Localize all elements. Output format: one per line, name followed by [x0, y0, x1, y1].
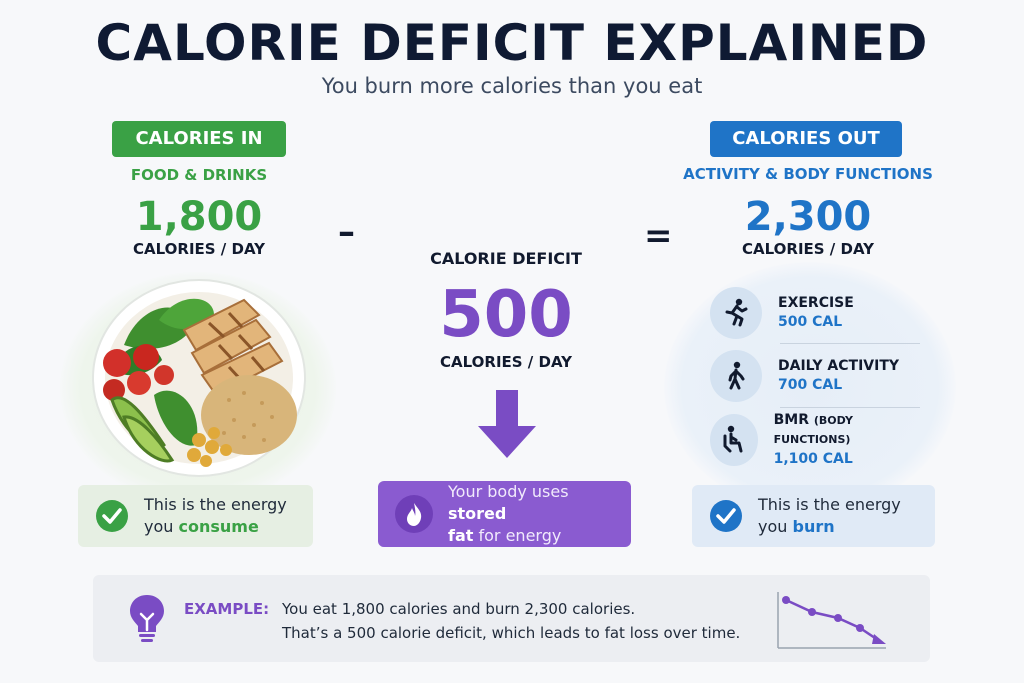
minus-operator: – [338, 212, 355, 252]
calories-out-card-highlight: burn [792, 517, 835, 536]
example-line2: That’s a 500 calorie deficit, which lead… [282, 624, 741, 642]
calories-in-pill: CALORIES IN [112, 121, 286, 157]
lightbulb-icon [130, 595, 164, 642]
activity-divider [780, 343, 920, 344]
calories-in-card-highlight: consume [178, 517, 259, 536]
trend-down-icon [777, 592, 886, 649]
activity-value: 500 [778, 314, 808, 330]
activity-sublabel: (BODY FUNCTIONS) [773, 414, 853, 446]
activity-row-bmr: BMR (BODY FUNCTIONS) 1,100 CAL [710, 411, 920, 469]
deficit-unit: CALORIES / DAY [440, 353, 572, 371]
calories-in-number: 1,800 [135, 194, 263, 240]
calories-out-caption: ACTIVITY & BODY FUNCTIONS [683, 165, 933, 183]
activity-row-exercise: EXERCISE 500 CAL [710, 284, 920, 342]
activity-divider [780, 407, 920, 408]
walking-person-icon [728, 361, 745, 390]
activity-value: 700 [778, 377, 808, 393]
calories-out-card-line1: This is the energy [758, 495, 901, 514]
flame-icon [395, 495, 433, 533]
seated-person-icon [723, 425, 743, 453]
calories-out-number: 2,300 [744, 194, 872, 240]
deficit-card-highlight2: fat [448, 526, 474, 545]
running-person-icon [725, 298, 748, 327]
activity-unit: CAL [812, 377, 843, 393]
deficit-card-highlight1: stored [448, 504, 507, 523]
check-circle-icon [710, 500, 742, 532]
deficit-card-line1: Your body uses [448, 482, 569, 501]
deficit-card-line2: for energy [473, 526, 562, 545]
deficit-number: 500 [439, 278, 573, 352]
activity-label: EXERCISE [778, 295, 854, 311]
activity-unit: CAL [822, 451, 853, 467]
page-title: CALORIE DEFICIT EXPLAINED [95, 14, 929, 72]
page-subtitle: You burn more calories than you eat [321, 74, 703, 98]
calories-in-card-line2: you [144, 517, 179, 536]
check-circle-icon [96, 500, 128, 532]
equals-operator: = [644, 216, 673, 256]
activity-label: DAILY ACTIVITY [778, 358, 900, 374]
food-bowl-image [92, 279, 306, 477]
activity-label: BMR [773, 412, 809, 428]
deficit-caption: CALORIE DEFICIT [430, 249, 582, 268]
calories-out-unit: CALORIES / DAY [742, 240, 874, 258]
activity-unit: CAL [812, 314, 843, 330]
activity-value: 1,100 [773, 451, 818, 467]
down-arrow-icon [478, 390, 536, 458]
example-line1: You eat 1,800 calories and burn 2,300 ca… [282, 600, 636, 618]
calories-out-card: This is the energy you burn [692, 485, 935, 547]
calories-out-card-line2: you [758, 517, 793, 536]
activity-row-daily: DAILY ACTIVITY 700 CAL [710, 347, 920, 405]
example-label: EXAMPLE: [184, 600, 270, 618]
calories-in-unit: CALORIES / DAY [133, 240, 265, 258]
calories-in-card-line1: This is the energy [144, 495, 287, 514]
deficit-card: Your body uses stored fat for energy [378, 481, 631, 547]
calories-in-card: This is the energy you consume [78, 485, 313, 547]
calories-in-caption: FOOD & DRINKS [130, 166, 268, 184]
calories-out-pill: CALORIES OUT [710, 121, 902, 157]
